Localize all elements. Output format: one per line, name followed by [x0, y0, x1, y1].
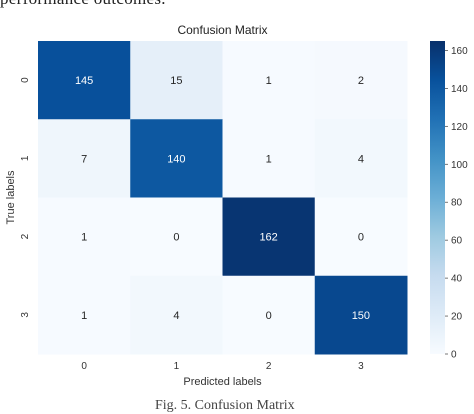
x-tick-labels: 0 1 2 3 — [81, 361, 364, 372]
heatmap-cell — [222, 275, 316, 355]
heatmap-cell — [314, 197, 408, 277]
heatmap-cell — [130, 119, 223, 198]
cell-value-label: 150 — [352, 310, 370, 322]
x-tick-label: 1 — [174, 361, 180, 372]
heatmap-cell — [38, 275, 131, 355]
y-tick-label: 2 — [20, 233, 31, 239]
cell-value-label: 4 — [358, 153, 364, 165]
colorbar-tick-label: 40 — [451, 274, 463, 285]
x-tick-label: 3 — [358, 361, 364, 372]
heatmap-cell — [222, 119, 316, 198]
x-tick-label: 0 — [81, 361, 87, 372]
colorbar-tick-label: 0 — [451, 350, 457, 361]
cell-value-label: 162 — [259, 232, 277, 244]
x-axis-label: Predicted labels — [183, 376, 262, 388]
heatmap-cells: 145 15 1 27 140 1 41 0 162 01 4 0 150 — [38, 41, 408, 355]
heatmap-cell — [38, 119, 131, 198]
cell-value-label: 15 — [170, 75, 182, 87]
cell-value-label: 0 — [266, 310, 272, 322]
y-tick-labels: 0 1 2 3 — [20, 77, 31, 318]
y-axis-label: True labels — [5, 170, 17, 225]
chart-title: Confusion Matrix — [177, 23, 267, 37]
colorbar-tick-label: 160 — [451, 46, 468, 57]
heatmap-cell — [130, 275, 223, 355]
cell-value-label: 1 — [266, 75, 272, 87]
bottom-caption: Fig. 5. Confusion Matrix — [155, 398, 295, 413]
top-caption: performance outcomes. — [0, 0, 166, 9]
cell-value-label: 140 — [167, 153, 185, 165]
heatmap-cell — [222, 41, 316, 120]
cell-value-label: 2 — [358, 75, 364, 87]
colorbar — [430, 41, 445, 354]
heatmap-cell — [314, 119, 408, 198]
y-tick-label: 0 — [20, 77, 31, 83]
colorbar-ticks: 0 20 40 60 80 100 120 140 160 — [445, 46, 468, 361]
y-tick-label: 1 — [20, 155, 31, 161]
heatmap-cell — [314, 41, 408, 120]
heatmap-cell — [38, 197, 131, 277]
cell-value-label: 4 — [173, 310, 179, 322]
cell-value-label: 1 — [81, 232, 87, 244]
colorbar-tick-label: 140 — [451, 84, 468, 95]
heatmap-cell — [38, 41, 131, 120]
cell-value-label: 1 — [81, 310, 87, 322]
heatmap-cell — [222, 197, 316, 277]
colorbar-tick-label: 120 — [451, 122, 468, 133]
heatmap-cell — [314, 275, 408, 355]
x-tick-label: 2 — [266, 361, 272, 372]
cell-value-label: 145 — [75, 75, 93, 87]
colorbar-tick-label: 100 — [451, 160, 468, 171]
heatmap-cell — [130, 41, 223, 120]
cell-value-label: 1 — [266, 153, 272, 165]
heatmap-cell — [130, 197, 223, 277]
cell-value-label: 0 — [358, 232, 364, 244]
cell-value-label: 0 — [173, 232, 179, 244]
colorbar-tick-label: 80 — [451, 198, 463, 209]
y-tick-label: 3 — [20, 312, 31, 318]
colorbar-tick-label: 20 — [451, 312, 463, 323]
colorbar-tick-label: 60 — [451, 236, 463, 247]
cell-value-label: 7 — [81, 153, 87, 165]
